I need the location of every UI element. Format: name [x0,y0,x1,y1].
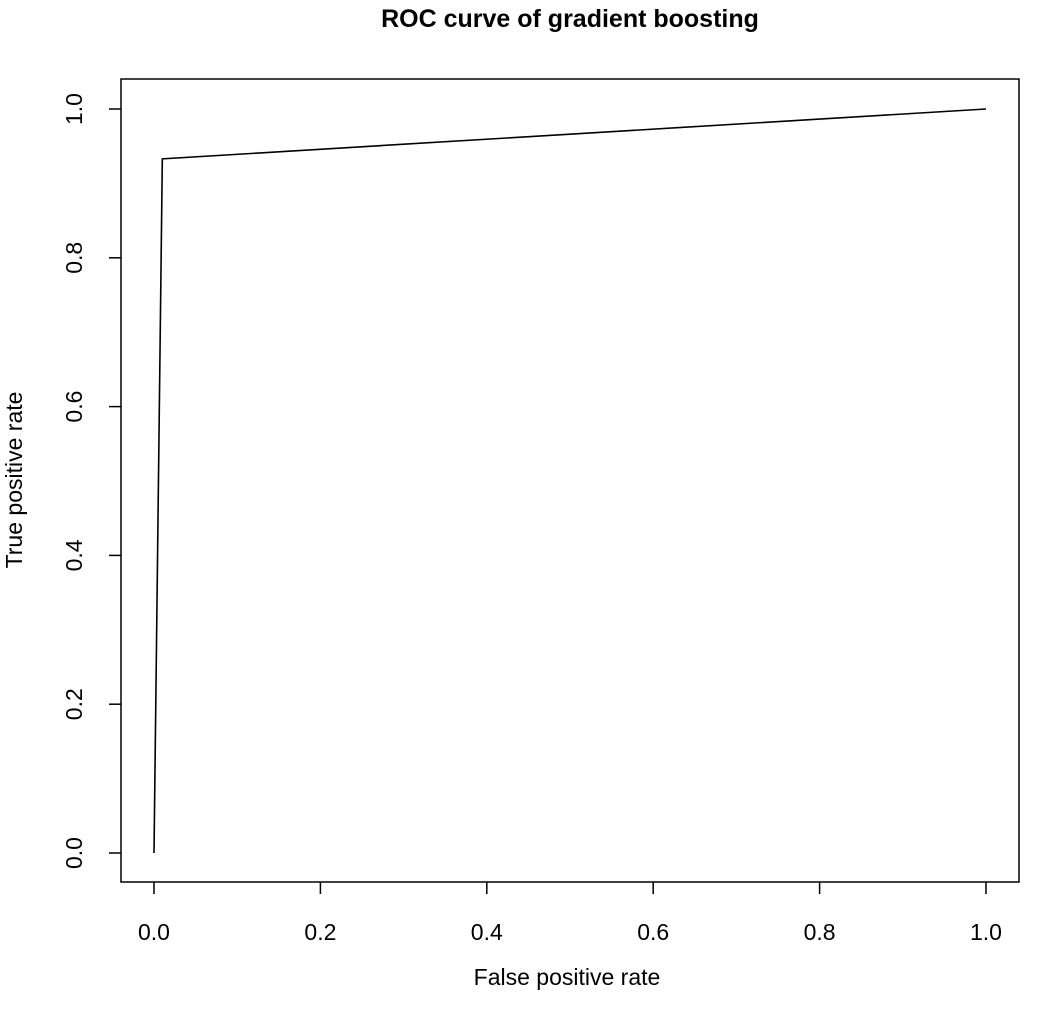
chart-title: ROC curve of gradient boosting [381,5,759,33]
x-tick-label: 0.4 [471,919,503,945]
x-tick-label: 0.2 [304,919,336,945]
y-axis-label: True positive rate [1,392,27,569]
y-tick-label: 0.8 [61,242,87,274]
y-tick-label: 0.4 [61,539,87,571]
y-tick-label: 0.0 [61,837,87,869]
roc-curve-line [153,108,987,854]
x-tick-label: 0.8 [804,919,836,945]
x-axis: 0.0 0.2 0.4 0.6 0.8 1.0 [138,882,1002,945]
y-tick-label: 0.6 [61,391,87,423]
plot-frame [120,78,1020,883]
y-tick-label: 1.0 [61,93,87,125]
x-tick-label: 1.0 [970,919,1002,945]
x-tick-label: 0.6 [637,919,669,945]
y-tick-label: 0.2 [61,688,87,720]
x-axis-label: False positive rate [474,964,661,990]
y-axis: 0.0 0.2 0.4 0.6 0.8 1.0 [61,93,121,869]
x-tick-label: 0.0 [138,919,170,945]
